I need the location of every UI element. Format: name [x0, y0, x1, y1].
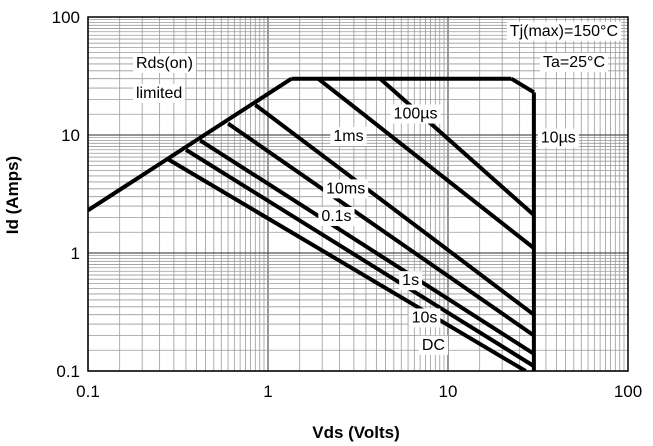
svg-text:100µs: 100µs — [394, 106, 438, 123]
series-line-10ms — [254, 103, 536, 317]
curve-label-10ms: 10ms — [323, 179, 369, 199]
plot-area — [88, 76, 536, 371]
svg-text:0.1s: 0.1s — [321, 208, 351, 225]
y-axis-title: Id (Amps) — [3, 156, 22, 234]
curve-label-01s: 0.1s — [318, 206, 355, 226]
condition-ta: Ta=25°C — [540, 53, 608, 72]
series-line-1ms — [316, 77, 536, 250]
series-line-dc — [167, 157, 527, 371]
x-axis-title: Vds (Volts) — [312, 423, 400, 442]
x-tick-label: 0.1 — [76, 382, 100, 401]
svg-text:10ms: 10ms — [326, 180, 365, 197]
x-tick-label: 1 — [263, 382, 272, 401]
curve-label-1s: 1s — [399, 271, 423, 291]
curve-label-1ms: 1ms — [330, 127, 367, 146]
x-tick-label: 10 — [439, 382, 458, 401]
curve-label-dc: DC — [418, 335, 448, 355]
tick-labels: 0.1 1 10 100 0.1 1 10 100 — [52, 8, 643, 401]
curve-label-10s: 10µs — [537, 128, 579, 148]
y-tick-label: 0.1 — [56, 362, 80, 381]
curve-label-100s: 100µs — [390, 104, 441, 124]
limited-label: limited — [133, 84, 186, 103]
svg-text:Ta=25°C: Ta=25°C — [543, 54, 605, 71]
svg-text:1ms: 1ms — [333, 128, 363, 145]
rds-on-label: Rds(on) — [133, 54, 196, 73]
series-line-01s — [226, 121, 536, 338]
svg-text:10µs: 10µs — [541, 130, 576, 147]
svg-text:limited: limited — [136, 85, 182, 102]
y-tick-label: 1 — [71, 244, 80, 263]
svg-text:DC: DC — [422, 337, 445, 354]
svg-text:10s: 10s — [412, 309, 438, 326]
y-tick-label: 100 — [52, 8, 80, 27]
y-tick-label: 10 — [61, 126, 80, 145]
rds-on-limit-line — [88, 77, 293, 212]
series-line-100s — [378, 77, 536, 217]
condition-tj: Tj(max)=150°C — [506, 22, 621, 41]
svg-text:1s: 1s — [402, 272, 419, 289]
series-line-10s — [510, 76, 535, 95]
svg-text:Tj(max)=150°C: Tj(max)=150°C — [510, 23, 618, 40]
svg-text:Rds(on): Rds(on) — [136, 55, 193, 72]
curve-label-10s: 10s — [408, 308, 441, 328]
plot-frame — [87, 16, 629, 372]
series-line-10s — [184, 148, 535, 368]
x-tick-label: 100 — [614, 382, 642, 401]
series-line-1s — [199, 138, 535, 356]
